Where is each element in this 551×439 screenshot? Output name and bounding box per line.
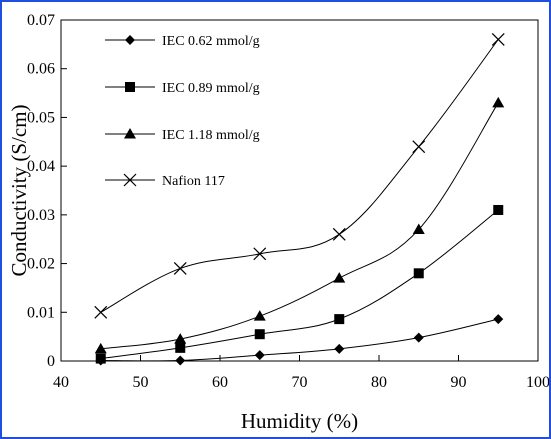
series-line — [100, 39, 499, 313]
data-point — [333, 272, 346, 283]
legend-item: IEC 0.62 mmol/g — [105, 34, 260, 49]
x-tick-label: 70 — [292, 374, 308, 391]
data-point — [253, 247, 267, 261]
x-tick-label: 40 — [53, 374, 69, 391]
y-tick-label: 0 — [47, 353, 55, 370]
y-axis: 0 0.01 0.02 0.03 0.04 0.05 0.06 0.07 — [27, 12, 67, 370]
y-tick-label: 0.07 — [27, 12, 55, 29]
data-point — [95, 353, 106, 364]
x-tick-label: 80 — [371, 374, 387, 391]
legend-marker — [125, 82, 135, 92]
legend-marker — [124, 128, 136, 139]
data-point — [412, 140, 426, 154]
data-point — [334, 343, 345, 354]
data-point — [493, 314, 504, 325]
y-tick-label: 0.03 — [27, 207, 55, 224]
data-point — [332, 227, 346, 241]
data-point — [493, 204, 504, 215]
x-tick-label: 60 — [212, 374, 228, 391]
data-point — [94, 305, 108, 319]
legend-marker — [123, 173, 137, 187]
series-x — [94, 33, 505, 319]
legend-label: IEC 0.89 mmol/g — [162, 81, 260, 96]
y-tick-label: 0.01 — [27, 304, 55, 321]
legend-item: IEC 0.89 mmol/g — [105, 81, 260, 96]
legend-label: IEC 1.18 mmol/g — [162, 128, 260, 143]
data-point — [94, 342, 107, 354]
series-line — [100, 318, 499, 362]
plot-area — [60, 19, 539, 362]
legend-marker — [125, 35, 135, 45]
x-tick-label: 90 — [451, 374, 467, 391]
x-axis: 40 50 60 70 80 90 100 — [53, 355, 549, 391]
data-point — [334, 314, 345, 325]
legend-label: IEC 0.62 mmol/g — [162, 34, 260, 49]
data-point — [413, 332, 424, 343]
data-point — [413, 268, 424, 279]
y-tick-label: 0.02 — [27, 256, 55, 273]
series-layer — [94, 33, 505, 366]
series-line — [100, 102, 499, 350]
data-point — [174, 333, 187, 344]
series-square — [95, 204, 504, 364]
y-tick-label: 0.04 — [27, 158, 55, 175]
data-point — [254, 350, 265, 361]
series-line — [100, 209, 499, 360]
data-point — [173, 262, 187, 275]
y-tick-label: 0.06 — [27, 61, 55, 78]
legend: IEC 0.62 mmol/g IEC 0.89 mmol/g IEC 1.18 m… — [105, 34, 260, 189]
legend-item: IEC 1.18 mmol/g — [105, 128, 260, 143]
legend-item: Nafion 117 — [105, 173, 225, 189]
y-tick-label: 0.05 — [27, 109, 55, 126]
x-tick-label: 50 — [133, 374, 149, 391]
x-tick-label: 100 — [526, 374, 549, 391]
data-point — [175, 342, 186, 353]
y-axis-title: Conductivity (S/cm) — [7, 104, 31, 276]
series-triangle — [94, 96, 505, 354]
legend-label: Nafion 117 — [162, 174, 225, 189]
data-point — [175, 355, 186, 366]
data-point — [492, 96, 505, 108]
data-point — [491, 33, 505, 46]
data-point — [412, 223, 425, 234]
data-point — [253, 310, 266, 321]
x-axis-title: Humidity (%) — [241, 409, 358, 433]
data-point — [254, 329, 265, 340]
